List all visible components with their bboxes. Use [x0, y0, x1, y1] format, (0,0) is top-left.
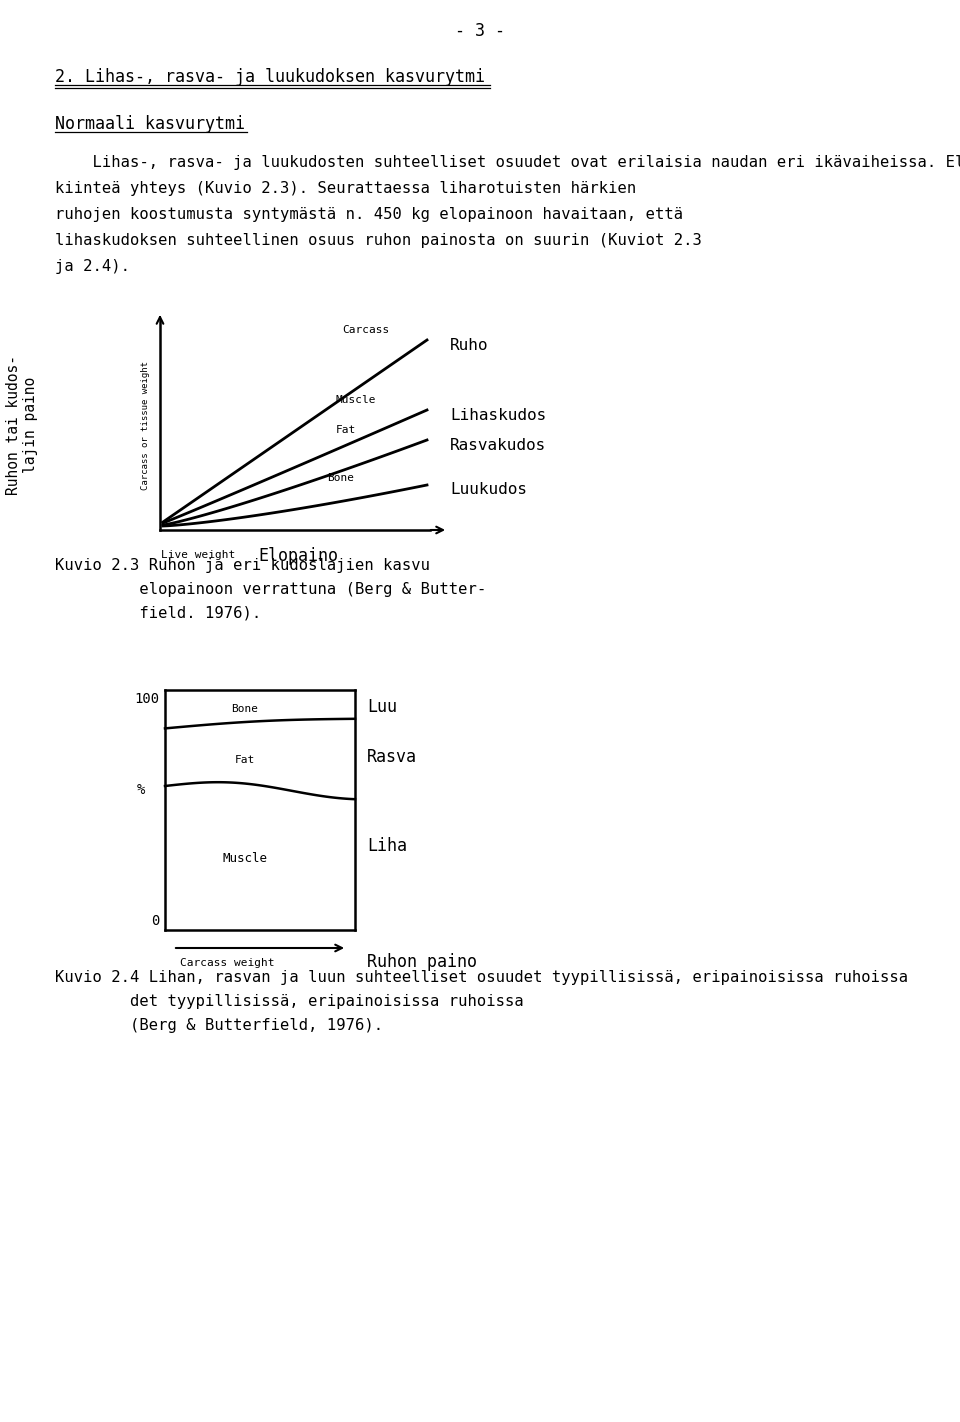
Text: det tyypillisissä, eripainoisissa ruhoissa: det tyypillisissä, eripainoisissa ruhois…	[130, 994, 524, 1010]
Text: Kuvio 2.4 Lihan, rasvan ja luun suhteelliset osuudet tyypillisissä, eripainoisis: Kuvio 2.4 Lihan, rasvan ja luun suhteell…	[55, 970, 908, 985]
Text: Elopaino: Elopaino	[258, 547, 338, 565]
Text: Ruhon paino: Ruhon paino	[367, 953, 477, 971]
Text: Luukudos: Luukudos	[450, 482, 527, 498]
Text: %: %	[136, 784, 145, 796]
Text: (Berg & Butterfield, 1976).: (Berg & Butterfield, 1976).	[130, 1018, 383, 1032]
Text: elopainoon verrattuna (Berg & Butter-: elopainoon verrattuna (Berg & Butter-	[55, 582, 487, 597]
Text: 2. Lihas-, rasva- ja luukudoksen kasvurytmi: 2. Lihas-, rasva- ja luukudoksen kasvury…	[55, 68, 485, 85]
Text: 100: 100	[133, 693, 159, 705]
Text: ruhojen koostumusta syntymästä n. 450 kg elopainoon havaitaan, että: ruhojen koostumusta syntymästä n. 450 kg…	[55, 208, 684, 222]
Text: - 3 -: - 3 -	[455, 21, 505, 40]
Text: Rasva: Rasva	[367, 748, 417, 766]
Text: Rasvakudos: Rasvakudos	[450, 438, 546, 452]
Text: field. 1976).: field. 1976).	[55, 606, 261, 621]
Text: Normaali kasvurytmi: Normaali kasvurytmi	[55, 115, 245, 134]
Text: Bone: Bone	[231, 704, 258, 714]
Text: ja 2.4).: ja 2.4).	[55, 259, 130, 274]
Text: Live weight: Live weight	[161, 550, 235, 560]
Text: Luu: Luu	[367, 698, 397, 715]
Text: Fat: Fat	[336, 425, 356, 435]
Text: Lihas-, rasva- ja luukudosten suhteelliset osuudet ovat erilaisia naudan eri ikä: Lihas-, rasva- ja luukudosten suhteellis…	[55, 155, 960, 171]
Text: 0: 0	[151, 914, 159, 929]
Text: kiinteä yhteys (Kuvio 2.3). Seurattaessa liharotuisten härkien: kiinteä yhteys (Kuvio 2.3). Seurattaessa…	[55, 181, 636, 196]
Text: Muscle: Muscle	[223, 852, 268, 865]
Text: Liha: Liha	[367, 838, 407, 855]
Text: Carcass weight: Carcass weight	[180, 958, 275, 968]
Text: Fat: Fat	[235, 755, 255, 765]
Text: Lihaskudos: Lihaskudos	[450, 408, 546, 422]
Text: Carcass: Carcass	[342, 326, 390, 336]
Text: Carcass or tissue weight: Carcass or tissue weight	[141, 361, 151, 489]
Text: Bone: Bone	[327, 474, 354, 483]
Text: Ruhon tai kudos-
lajin paino: Ruhon tai kudos- lajin paino	[6, 356, 38, 495]
Text: Ruho: Ruho	[450, 337, 489, 353]
Text: Kuvio 2.3 Ruhon ja eri kudoslajien kasvu: Kuvio 2.3 Ruhon ja eri kudoslajien kasvu	[55, 557, 430, 573]
Text: Muscle: Muscle	[336, 395, 376, 405]
Text: lihaskudoksen suhteellinen osuus ruhon painosta on suurin (Kuviot 2.3: lihaskudoksen suhteellinen osuus ruhon p…	[55, 233, 702, 247]
